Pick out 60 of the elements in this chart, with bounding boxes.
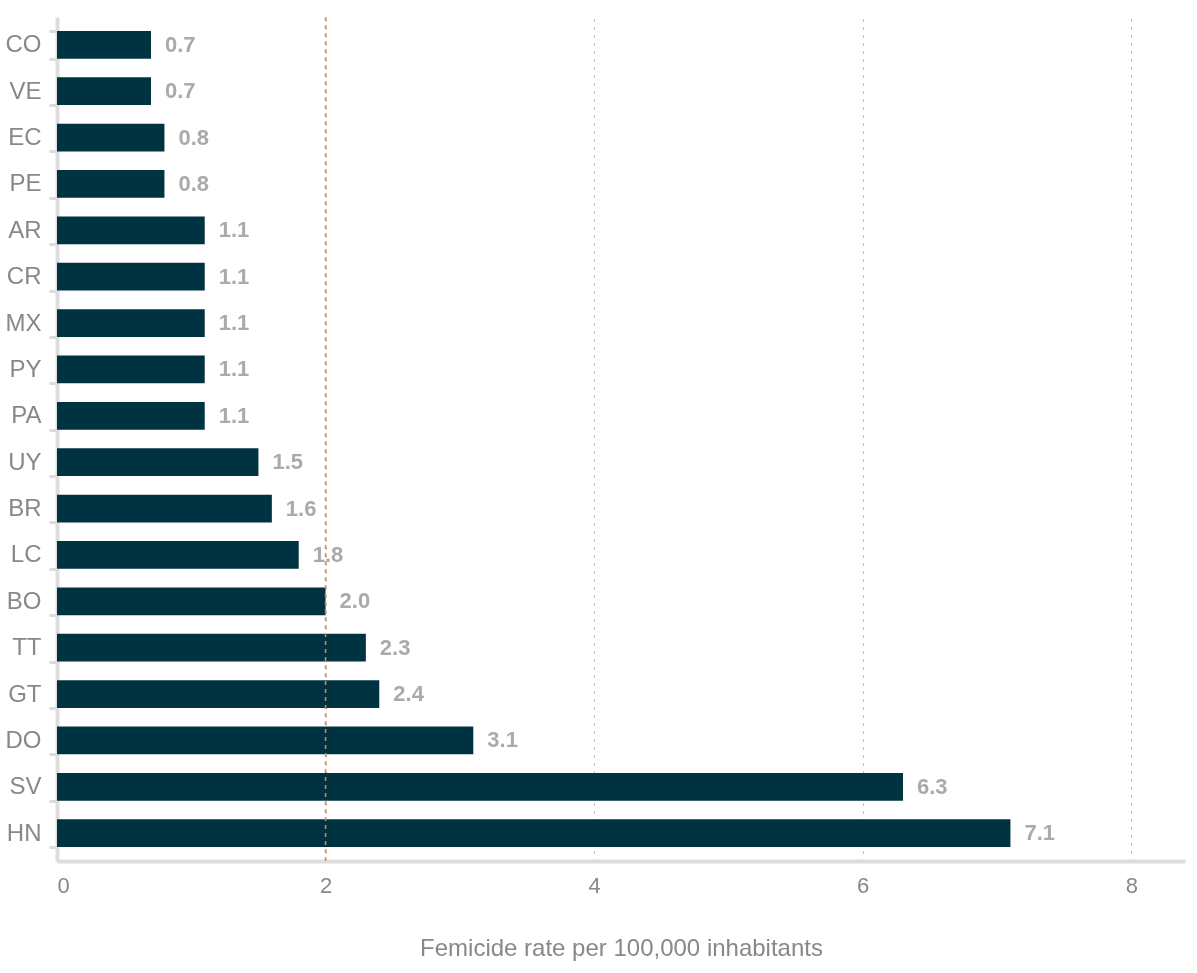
y-tick-label: DO: [5, 725, 42, 753]
data-label: 1.6: [285, 495, 317, 521]
data-label: 1.1: [218, 310, 250, 336]
bar: [57, 355, 205, 384]
y-tick-label: EC: [8, 123, 42, 151]
bar: [57, 262, 205, 291]
x-tick-label: 4: [588, 872, 601, 898]
bar: [57, 448, 259, 477]
bar: [57, 819, 1011, 848]
x-tick-label: 8: [1125, 872, 1138, 898]
y-tick-label: HN: [6, 818, 42, 846]
y-tick-label: VE: [9, 76, 42, 104]
bar: [57, 633, 366, 662]
y-tick-label: BR: [8, 494, 42, 522]
y-tick-label: GT: [8, 679, 42, 707]
y-tick-label: SV: [9, 772, 42, 800]
data-label: 0.7: [165, 31, 196, 57]
x-tick-label: 0: [57, 872, 70, 898]
data-label: 1.1: [218, 217, 250, 243]
data-label: 6.3: [917, 773, 948, 799]
bar: [57, 587, 326, 616]
data-label: 1.1: [218, 402, 250, 428]
data-label: 0.8: [178, 170, 210, 196]
x-tick-label: 6: [857, 872, 870, 898]
data-label: 7.1: [1024, 820, 1056, 846]
bar: [57, 772, 903, 801]
y-tick-label: PA: [11, 401, 42, 429]
data-label: 2.4: [393, 681, 425, 707]
y-tick-label: BO: [6, 586, 42, 614]
y-tick-label: AR: [8, 215, 42, 243]
data-label: 2.0: [339, 588, 371, 614]
bar: [57, 401, 205, 430]
bar: [57, 216, 205, 245]
bar: [57, 309, 205, 337]
y-tick-label: CO: [5, 30, 42, 58]
bar: [57, 494, 272, 523]
data-label: 1.1: [218, 356, 250, 382]
data-label: 1.5: [272, 449, 304, 475]
bar: [57, 680, 380, 708]
bar: [57, 170, 165, 198]
data-label: 0.7: [165, 78, 196, 104]
x-axis-title: Femicide rate per 100,000 inhabitants: [420, 933, 823, 961]
y-tick-label: UY: [8, 447, 42, 475]
bar: [57, 541, 299, 569]
data-label: 0.8: [178, 124, 210, 150]
data-label: 3.1: [487, 727, 518, 753]
y-tick-label: LC: [10, 540, 42, 568]
bar: [57, 123, 165, 152]
y-tick-label: CR: [6, 262, 42, 290]
bar: [57, 77, 151, 106]
y-tick-label: PE: [9, 169, 42, 197]
bar: [57, 726, 474, 755]
data-label: 2.3: [379, 634, 411, 660]
y-tick-label: TT: [12, 633, 42, 661]
data-label: 1.8: [312, 541, 344, 567]
data-label: 1.1: [218, 263, 250, 289]
y-tick-label: MX: [5, 308, 42, 336]
bar: [57, 30, 151, 59]
x-tick-label: 2: [319, 872, 333, 898]
y-tick-label: PY: [9, 354, 42, 382]
